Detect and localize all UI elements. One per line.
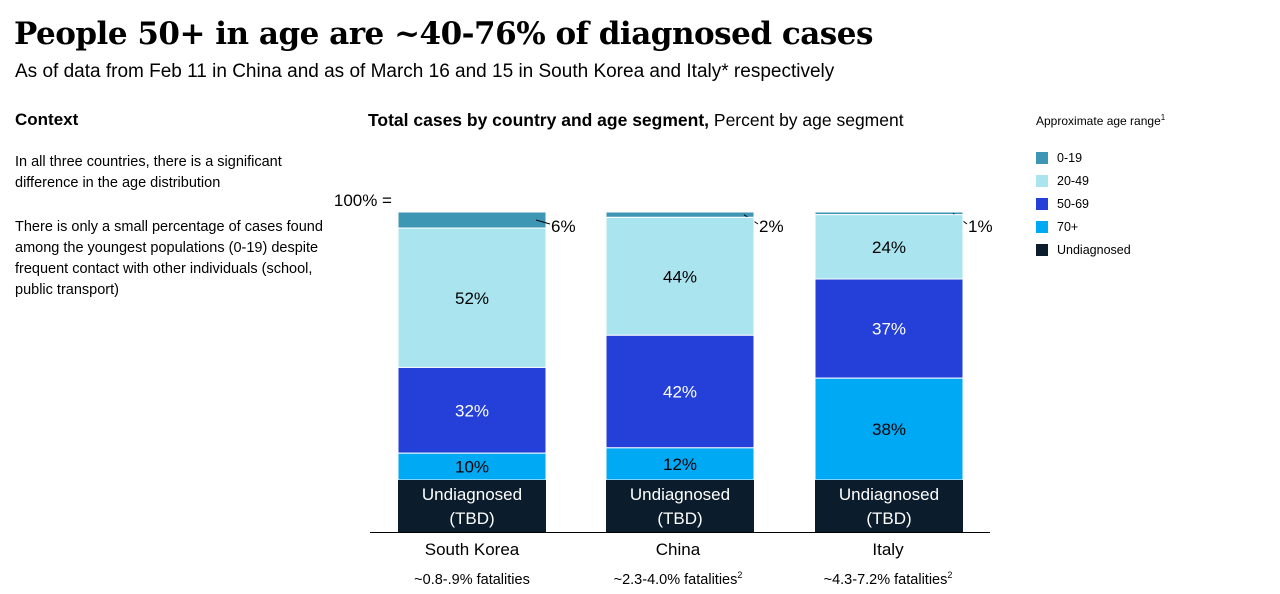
legend-item-20-49: 20-49: [1036, 169, 1165, 192]
fatalities-label-china: ~2.3-4.0% fatalities2: [583, 570, 773, 588]
data-label-italy-70-: 38%: [872, 420, 906, 439]
context-paragraph-2: There is only a small percentage of case…: [15, 219, 323, 298]
bar-segment-south-korea-0-19: [397, 211, 547, 229]
data-label-south-korea-70-: 10%: [455, 458, 489, 477]
axis-label-100-percent: 100% =: [334, 191, 392, 210]
legend-swatch: [1036, 243, 1048, 256]
legend: Approximate age range1 0-19 20-49 50-69 …: [1036, 113, 1165, 261]
legend-label: 70+: [1057, 219, 1079, 234]
data-label-china-20-49: 44%: [663, 267, 697, 286]
legend-title: Approximate age range1: [1036, 113, 1165, 128]
legend-title-footnote: 1: [1160, 113, 1166, 122]
legend-swatch: [1036, 174, 1048, 187]
data-label-south-korea-50-69: 32%: [455, 401, 489, 420]
data-label-china-0-19: 2%: [759, 217, 784, 236]
legend-item-50-69: 50-69: [1036, 192, 1165, 215]
fatalities-label-italy: ~4.3-7.2% fatalities2: [793, 570, 983, 588]
chart-title-rest: Percent by age segment: [709, 110, 904, 130]
data-label-south-korea-0-19: 6%: [551, 217, 576, 236]
bar-segment-italy-undiagnosed: [815, 480, 963, 532]
bar-segment-china-undiagnosed: [606, 480, 754, 532]
bar-segment-china-0-19: [605, 211, 755, 218]
data-label-china-70-: 12%: [663, 455, 697, 474]
data-label-italy-50-69: 37%: [872, 320, 906, 339]
legend-swatch: [1036, 151, 1048, 164]
chart-title-bold: Total cases by country and age segment,: [368, 110, 710, 130]
bar-segment-italy-20-49: [814, 214, 964, 280]
fatalities-text: ~0.8-.9% fatalities: [414, 571, 530, 588]
chart-title: Total cases by country and age segment, …: [368, 110, 904, 131]
undiagnosed-sublabel-italy: (TBD): [866, 509, 911, 528]
fatalities-footnote: 2: [737, 570, 743, 580]
fatalities-footnote: 2: [947, 570, 953, 580]
fatalities-text: ~4.3-7.2% fatalities: [823, 571, 948, 588]
bar-segment-china-50-69: [605, 334, 755, 449]
undiagnosed-sublabel-china: (TBD): [657, 509, 702, 528]
legend-label: Undiagnosed: [1057, 242, 1131, 257]
legend-label: 20-49: [1057, 173, 1089, 188]
category-label-china: China: [655, 540, 701, 559]
legend-swatch: [1036, 197, 1048, 210]
legend-item-0-19: 0-19: [1036, 146, 1165, 169]
page-title: People 50+ in age are ~40-76% of diagnos…: [14, 16, 873, 52]
bar-segment-china-70-: [605, 447, 755, 481]
legend-label: 50-69: [1057, 196, 1089, 211]
fatalities-text: ~2.3-4.0% fatalities: [613, 571, 738, 588]
legend-swatch: [1036, 220, 1048, 233]
legend-title-text: Approximate age range: [1036, 114, 1161, 128]
fatalities-label-south-korea: ~0.8-.9% fatalities: [377, 570, 567, 588]
undiagnosed-label-italy: Undiagnosed: [839, 485, 939, 504]
leader-line-south-korea: [535, 219, 551, 225]
category-label-south-korea: South Korea: [424, 540, 520, 559]
data-label-italy-0-19: 1%: [968, 217, 993, 236]
bar-segment-italy-70-: [814, 377, 964, 481]
undiagnosed-label-china: Undiagnosed: [630, 485, 730, 504]
legend-item-undiagnosed: Undiagnosed: [1036, 238, 1165, 261]
bar-segment-south-korea-20-49: [397, 227, 547, 368]
data-label-china-50-69: 42%: [663, 383, 697, 402]
bar-segment-south-korea-undiagnosed: [398, 480, 546, 532]
bar-segment-china-20-49: [605, 216, 755, 336]
data-label-south-korea-20-49: 52%: [455, 289, 489, 308]
undiagnosed-sublabel-south-korea: (TBD): [449, 509, 494, 528]
context-paragraph-1: In all three countries, there is a signi…: [15, 154, 282, 191]
context-heading: Context: [15, 110, 79, 129]
data-label-italy-20-49: 24%: [872, 238, 906, 257]
bar-segment-south-korea-50-69: [397, 366, 547, 454]
undiagnosed-label-south-korea: Undiagnosed: [422, 485, 522, 504]
category-label-italy: Italy: [872, 540, 904, 559]
page-subtitle: As of data from Feb 11 in China and as o…: [15, 61, 835, 82]
legend-label: 0-19: [1057, 150, 1083, 165]
legend-item-70-plus: 70+: [1036, 215, 1165, 238]
